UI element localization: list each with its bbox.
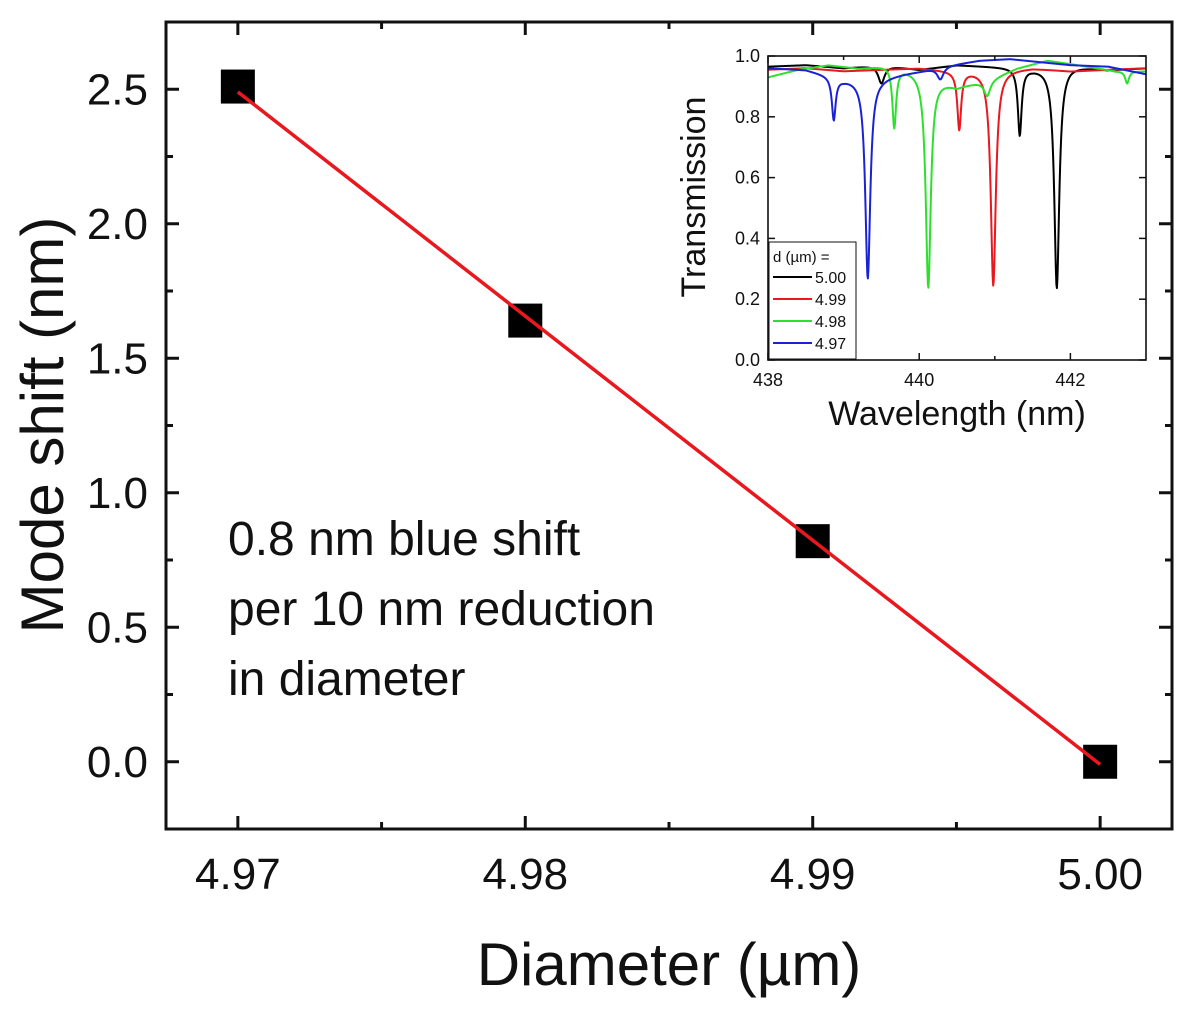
data-point-marker <box>220 69 255 104</box>
annotation-line-1: 0.8 nm blue shift <box>228 513 580 566</box>
inset-legend-label: 4.98 <box>815 314 846 331</box>
main-y-tick-label: 2.5 <box>87 65 148 114</box>
annotation-line-2: per 10 nm reduction <box>228 583 655 636</box>
main-x-tick-label: 5.00 <box>1057 850 1143 899</box>
linear-fit-line <box>236 90 1102 766</box>
inset-y-tick-label: 0.8 <box>735 107 760 127</box>
inset-y-tick-label: 0.0 <box>735 350 760 370</box>
main-y-tick-label: 0.0 <box>87 738 148 787</box>
inset-series-line-4.97 <box>768 58 1146 280</box>
inset-y-tick-label: 0.2 <box>735 289 760 309</box>
inset-x-tick-label: 438 <box>753 370 783 390</box>
inset-series-line-4.99 <box>768 67 1146 287</box>
main-x-tick-label: 4.97 <box>195 850 281 899</box>
main-x-tick-labels: 4.97 4.98 4.99 5.00 <box>195 850 1143 899</box>
inset-ticks <box>767 55 1146 361</box>
annotation-line-3: in diameter <box>228 653 465 706</box>
inset-y-tick-label: 1.0 <box>735 46 760 66</box>
inset-legend-label: 4.97 <box>815 336 846 353</box>
main-x-tick-label: 4.98 <box>482 850 568 899</box>
inset-legend-label: 5.00 <box>815 270 846 287</box>
inset-y-tick-label: 0.6 <box>735 168 760 188</box>
inset-x-axis-label: Wavelength (nm) <box>828 395 1086 433</box>
data-point-marker <box>1083 744 1118 779</box>
inset-plot-frame <box>767 55 1147 361</box>
inset-chart: 438 440 442 0.0 0.2 0.4 0.6 0.8 1.0 Wavelength … <box>675 46 1147 433</box>
inset-y-axis-label: Transmission <box>675 97 713 298</box>
inset-series-lines <box>768 58 1146 290</box>
inset-legend: d (µm) = 5.00 4.99 4.98 4.97 <box>768 241 857 360</box>
main-y-axis-label: Mode shift (nm) <box>9 217 76 634</box>
main-x-axis-label: Diameter (µm) <box>477 931 862 998</box>
inset-legend-label: 4.99 <box>815 292 846 309</box>
main-y-tick-labels: 0.0 0.5 1.0 1.5 2.0 2.5 <box>87 65 148 787</box>
inset-legend-title: d (µm) = <box>773 249 830 266</box>
main-y-tick-label: 0.5 <box>87 603 148 652</box>
inset-x-tick-labels: 438 440 442 <box>753 370 1085 390</box>
main-ticks <box>166 22 1172 829</box>
inset-legend-box <box>768 241 857 360</box>
inset-x-tick-label: 442 <box>1055 370 1085 390</box>
main-chart: 4.97 4.98 4.99 5.00 0.0 0.5 1.0 1.5 2.0 2.5 Diam… <box>9 20 1174 998</box>
inset-y-tick-label: 0.4 <box>735 228 760 248</box>
main-y-tick-label: 1.0 <box>87 469 148 518</box>
inset-y-tick-labels: 0.0 0.2 0.4 0.6 0.8 1.0 <box>735 46 760 370</box>
main-y-tick-label: 1.5 <box>87 334 148 383</box>
main-data-marks <box>220 69 1118 779</box>
main-y-tick-label: 2.0 <box>87 200 148 249</box>
main-x-tick-label: 4.99 <box>770 850 856 899</box>
inset-x-tick-label: 440 <box>904 370 934 390</box>
